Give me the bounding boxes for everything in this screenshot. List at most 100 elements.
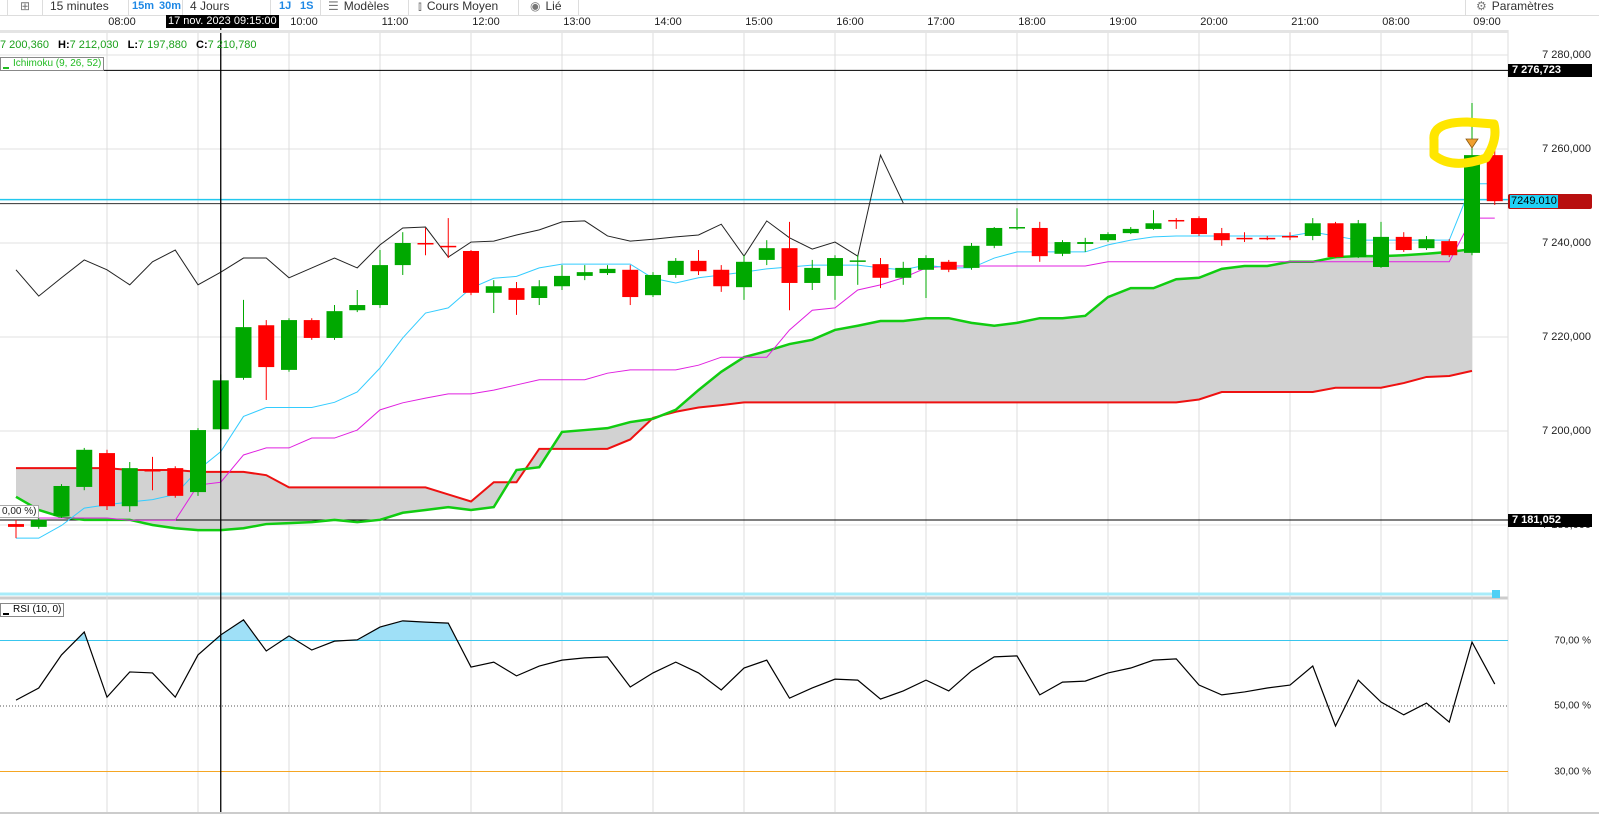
candle-body [281, 320, 297, 370]
partial-indicator-label: 0,00 %) [0, 505, 40, 518]
candle [1054, 240, 1071, 257]
candle-body [76, 449, 93, 487]
candle-body [1191, 218, 1207, 235]
candle [827, 255, 843, 300]
candle [1486, 149, 1503, 205]
candle [53, 484, 70, 518]
interval-15m-button[interactable]: 15m [132, 0, 155, 12]
linked-button[interactable]: ◉ Lié [530, 0, 562, 15]
ichimoku-legend[interactable]: Ichimoku (9, 26, 52) [0, 57, 105, 71]
candle-body [372, 265, 388, 306]
price-tick-label: 7 280,000 [1542, 49, 1591, 61]
ichimoku-cloud [16, 249, 1472, 531]
candle [417, 227, 434, 256]
candle-body [599, 268, 616, 274]
candle-body [1168, 219, 1185, 222]
candle-body [144, 470, 161, 472]
high-label: H: [58, 39, 70, 51]
candle-body [918, 258, 934, 270]
candle-body [667, 260, 684, 275]
candle-body [303, 320, 320, 338]
candle-body [1282, 235, 1298, 238]
candle-body [508, 288, 525, 300]
models-button[interactable]: ☰ Modèles [328, 0, 389, 15]
price-tick-label: 7 260,000 [1542, 143, 1591, 155]
price-marker-label: 7 276,723 [1508, 64, 1592, 78]
candle [1122, 227, 1139, 235]
senkou-b-line [16, 369, 1473, 503]
linked-label: Lié [545, 0, 562, 13]
period-select[interactable]: 4 Jours [190, 0, 230, 13]
candle-body [713, 269, 730, 287]
time-tick-label: 19:00 [1109, 16, 1137, 28]
candle-body [1031, 227, 1048, 257]
candle-body [986, 227, 1003, 246]
candle-body [99, 453, 115, 507]
candle [167, 466, 184, 498]
candle [281, 318, 297, 372]
open-value: 7 200,360 [0, 39, 49, 51]
highlight-annotation [1429, 117, 1500, 168]
period-1s-button[interactable]: 1S [300, 0, 314, 12]
candle-body [963, 245, 980, 268]
settings-label: Paramètres [1491, 0, 1554, 13]
interval-select[interactable]: 15 minutes [50, 0, 109, 13]
high-value: 7 212,030 [69, 39, 119, 51]
candle [303, 318, 320, 340]
candle-body [895, 267, 912, 278]
candle-body [485, 286, 502, 293]
low-label: L: [127, 39, 138, 51]
candle [1395, 232, 1412, 252]
signal-marker-icon [1465, 138, 1479, 149]
time-axis: 08:00 10:00 11:00 12:00 13:00 14:00 15:00 16:00… [0, 15, 1508, 33]
period-1j-button[interactable]: 1J [279, 0, 292, 12]
candle-body [1054, 242, 1071, 254]
candle-body [1122, 228, 1139, 234]
candle-body [1464, 155, 1480, 253]
candle-body [645, 274, 661, 296]
rsi-legend[interactable]: RSI (10, 0) [0, 603, 65, 617]
candle-body [1077, 242, 1094, 244]
interval-30m-button[interactable]: 30m [159, 0, 182, 12]
candle [667, 258, 684, 278]
candle [986, 227, 1003, 249]
candle-body [1327, 223, 1344, 258]
candle-body [1100, 234, 1116, 241]
price-tick-label: 7 240,000 [1542, 237, 1591, 249]
chikou-line [15, 153, 904, 297]
candle-body [440, 245, 457, 248]
candle-body [326, 311, 343, 338]
settings-button[interactable]: ⚙ Paramètres [1476, 0, 1554, 15]
candle-body [1304, 223, 1321, 236]
time-tick-label: 12:00 [472, 16, 500, 28]
candle [713, 265, 730, 292]
candle-body [53, 485, 70, 517]
candle [804, 259, 821, 290]
candle-body [872, 264, 889, 278]
candle [508, 282, 525, 315]
candle [645, 272, 661, 298]
candle [1282, 232, 1298, 241]
candle-body [690, 260, 707, 272]
layout-grid-icon[interactable]: ⊞ [20, 0, 31, 13]
candle [940, 259, 957, 273]
time-tick-label: 13:00 [563, 16, 591, 28]
candle [599, 265, 616, 275]
candle [1304, 218, 1321, 241]
candle-body [1373, 236, 1389, 267]
candle [121, 462, 138, 512]
candle-body [1395, 236, 1412, 251]
candle [190, 428, 206, 496]
candle [622, 265, 639, 306]
candle [1100, 232, 1116, 243]
price-tick-label: 7 200,000 [1542, 425, 1591, 437]
candle [895, 261, 912, 285]
rsi-tick-label: 30,00 % [1554, 766, 1591, 777]
candle [349, 290, 366, 313]
candle-body [736, 261, 752, 288]
candle [1168, 218, 1185, 229]
price-type-button[interactable]: ⫾ Cours Moyen [418, 0, 498, 15]
rsi-tick-label: 50,00 % [1554, 700, 1591, 712]
time-tick-label: 21:00 [1291, 16, 1319, 28]
